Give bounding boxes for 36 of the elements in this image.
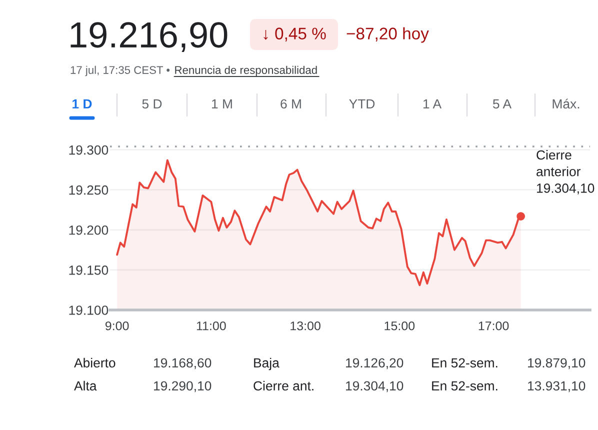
y-tick-label: 19.300 xyxy=(69,145,108,155)
text: −87,20 hoy xyxy=(346,27,429,43)
text: 5 A xyxy=(492,99,512,109)
text: 19.168,60 xyxy=(154,358,212,370)
chart-title: 19.216,90 xyxy=(70,22,228,52)
text: En 52-sem. xyxy=(432,358,498,368)
chart-subtitle: 17 jul, 17:35 CEST • xyxy=(70,66,170,76)
x-tick-label: 11:00 xyxy=(196,321,226,330)
text: 19.126,20 xyxy=(346,358,404,370)
x-tick-label: 9:00 xyxy=(105,321,129,330)
x-tick-label: 13:00 xyxy=(290,321,320,330)
text: En 52-sem. xyxy=(432,381,498,391)
text: 1 A xyxy=(423,99,442,108)
text: 6 M xyxy=(280,99,301,109)
text: 13.931,10 xyxy=(528,381,586,392)
text: Alta xyxy=(74,380,97,391)
text: Cierre ant. xyxy=(254,380,314,391)
x-tick-label: 17:00 xyxy=(478,321,509,330)
x-tick-label: 15:00 xyxy=(384,321,415,330)
text: 19.290,10 xyxy=(154,381,212,392)
text: Máx. xyxy=(552,98,580,109)
text: Renuncia de responsabilidad xyxy=(175,66,317,76)
y-tick-label: 19.250 xyxy=(69,185,108,195)
text: 1 D xyxy=(72,99,92,108)
text: ↓ 0,45 % xyxy=(264,28,326,42)
text: YTD xyxy=(349,99,375,108)
y-tick-label: 19.150 xyxy=(69,266,108,275)
text: Baja xyxy=(254,358,280,370)
y-tick-label: 19.100 xyxy=(69,306,108,315)
text: 19.304,10 xyxy=(346,381,404,392)
text: Abierto xyxy=(74,358,116,368)
text: 5 D xyxy=(142,99,162,109)
text: 19.879,10 xyxy=(528,358,586,370)
ref-line-label: Cierre anterior 19.304,10 xyxy=(536,150,594,194)
y-tick-label: 19.200 xyxy=(69,225,108,235)
text: 1 M xyxy=(212,99,232,108)
